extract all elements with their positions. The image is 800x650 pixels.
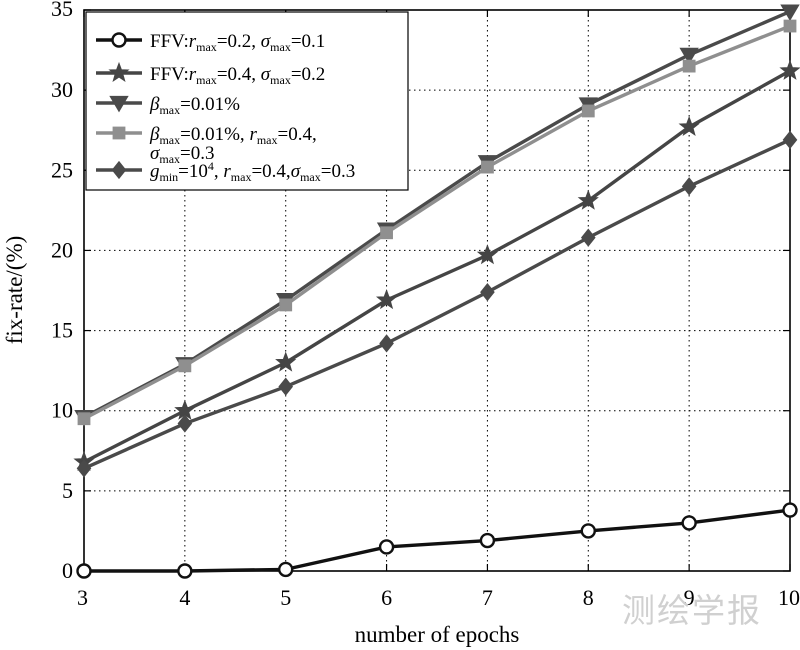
data-point bbox=[783, 19, 797, 33]
x-tick-label: 10 bbox=[778, 585, 800, 610]
legend-label: gmin=104, rmax=0.4,σmax=0.3 bbox=[150, 159, 355, 184]
y-tick-label: 30 bbox=[51, 77, 73, 102]
x-tick-label: 3 bbox=[77, 585, 88, 610]
watermark-text: 测绘学报 bbox=[622, 591, 762, 630]
data-point bbox=[76, 459, 92, 478]
data-point bbox=[479, 532, 496, 549]
legend-marker bbox=[112, 126, 126, 140]
data-point bbox=[278, 377, 294, 396]
data-point bbox=[580, 523, 596, 539]
data-point bbox=[782, 130, 798, 149]
data-point bbox=[476, 244, 499, 265]
data-point bbox=[76, 563, 92, 579]
y-tick-label: 35 bbox=[51, 0, 73, 21]
legend: FFV:rmax=0.2, σmax=0.1 FFV:rmax=0.4, σmax… bbox=[85, 11, 409, 191]
legend-entry-5: gmin=104, rmax=0.4,σmax=0.3 bbox=[96, 159, 355, 184]
series-line bbox=[83, 24, 791, 421]
data-point bbox=[480, 282, 495, 302]
legend-marker bbox=[109, 95, 129, 113]
series-4 bbox=[77, 19, 797, 426]
y-tick-label: 25 bbox=[51, 157, 73, 182]
x-tick-label: 5 bbox=[280, 585, 291, 610]
legend-entry-1: FFV:rmax=0.2, σmax=0.1 bbox=[96, 31, 325, 54]
data-point bbox=[279, 298, 293, 312]
legend-entry-4: βmax=0.01%, rmax=0.4,σmax=0.3 bbox=[96, 124, 317, 166]
data-point bbox=[681, 177, 697, 196]
legend-marker bbox=[108, 61, 130, 83]
data-point bbox=[682, 59, 696, 73]
data-point bbox=[679, 47, 699, 65]
legend-label: FFV:rmax=0.4, σmax=0.2 bbox=[150, 64, 325, 87]
series-line bbox=[83, 69, 791, 464]
legend-label: FFV:rmax=0.2, σmax=0.1 bbox=[150, 31, 325, 54]
data-point bbox=[177, 414, 193, 433]
data-point bbox=[378, 539, 395, 555]
legend-entry-3: βmax=0.01% bbox=[96, 94, 240, 117]
axis-ticks: 3 4 5 6 7 8 9 10 0 5 10 15 20 25 30 35 bbox=[51, 0, 800, 610]
y-axis-title: fix-rate/(%) bbox=[2, 236, 27, 345]
y-tick-label: 20 bbox=[51, 237, 73, 262]
data-point bbox=[782, 502, 798, 518]
data-point bbox=[178, 359, 192, 373]
x-tick-label: 8 bbox=[583, 585, 594, 610]
legend-marker bbox=[111, 32, 127, 48]
x-tick-label: 7 bbox=[482, 585, 493, 610]
y-tick-label: 0 bbox=[62, 558, 73, 583]
data-point bbox=[275, 351, 297, 372]
data-point bbox=[278, 561, 294, 578]
data-point bbox=[779, 59, 800, 80]
x-tick-label: 6 bbox=[381, 585, 392, 610]
legend-label: βmax=0.01%, rmax=0.4, bbox=[149, 124, 317, 147]
series-1 bbox=[76, 502, 798, 579]
data-point bbox=[177, 563, 193, 579]
series-5 bbox=[76, 130, 798, 478]
series-line bbox=[84, 508, 791, 573]
data-point bbox=[581, 104, 595, 118]
data-point bbox=[481, 160, 494, 174]
data-point bbox=[780, 4, 800, 21]
data-point bbox=[77, 412, 91, 426]
series-group bbox=[73, 4, 800, 579]
data-point bbox=[580, 228, 596, 247]
series-line bbox=[83, 138, 791, 470]
x-axis-title: number of epochs bbox=[355, 622, 520, 647]
plot-frame bbox=[83, 9, 791, 572]
data-point bbox=[375, 288, 398, 310]
legend-marker bbox=[111, 160, 127, 180]
y-tick-label: 10 bbox=[51, 398, 73, 423]
data-point bbox=[681, 515, 697, 531]
y-tick-label: 5 bbox=[62, 478, 73, 503]
legend-entry-2: FFV:rmax=0.4, σmax=0.2 bbox=[96, 61, 325, 87]
data-point bbox=[577, 189, 599, 210]
data-point bbox=[678, 115, 700, 137]
x-tick-label: 4 bbox=[179, 585, 190, 610]
data-point bbox=[380, 226, 393, 240]
legend-label-line2: σmax=0.3 bbox=[150, 143, 215, 166]
legend-label: βmax=0.01% bbox=[149, 94, 240, 117]
series-line bbox=[83, 10, 791, 419]
x-tick-label: 9 bbox=[684, 585, 695, 610]
y-tick-label: 15 bbox=[51, 318, 73, 343]
data-point bbox=[379, 334, 394, 353]
